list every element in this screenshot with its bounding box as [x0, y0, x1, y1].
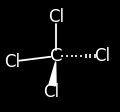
Polygon shape	[49, 62, 56, 86]
Text: Cl: Cl	[44, 83, 60, 101]
Text: Cl: Cl	[48, 8, 64, 26]
Text: Cl: Cl	[4, 53, 20, 71]
Text: Cl: Cl	[94, 47, 110, 65]
Text: C: C	[50, 47, 63, 65]
